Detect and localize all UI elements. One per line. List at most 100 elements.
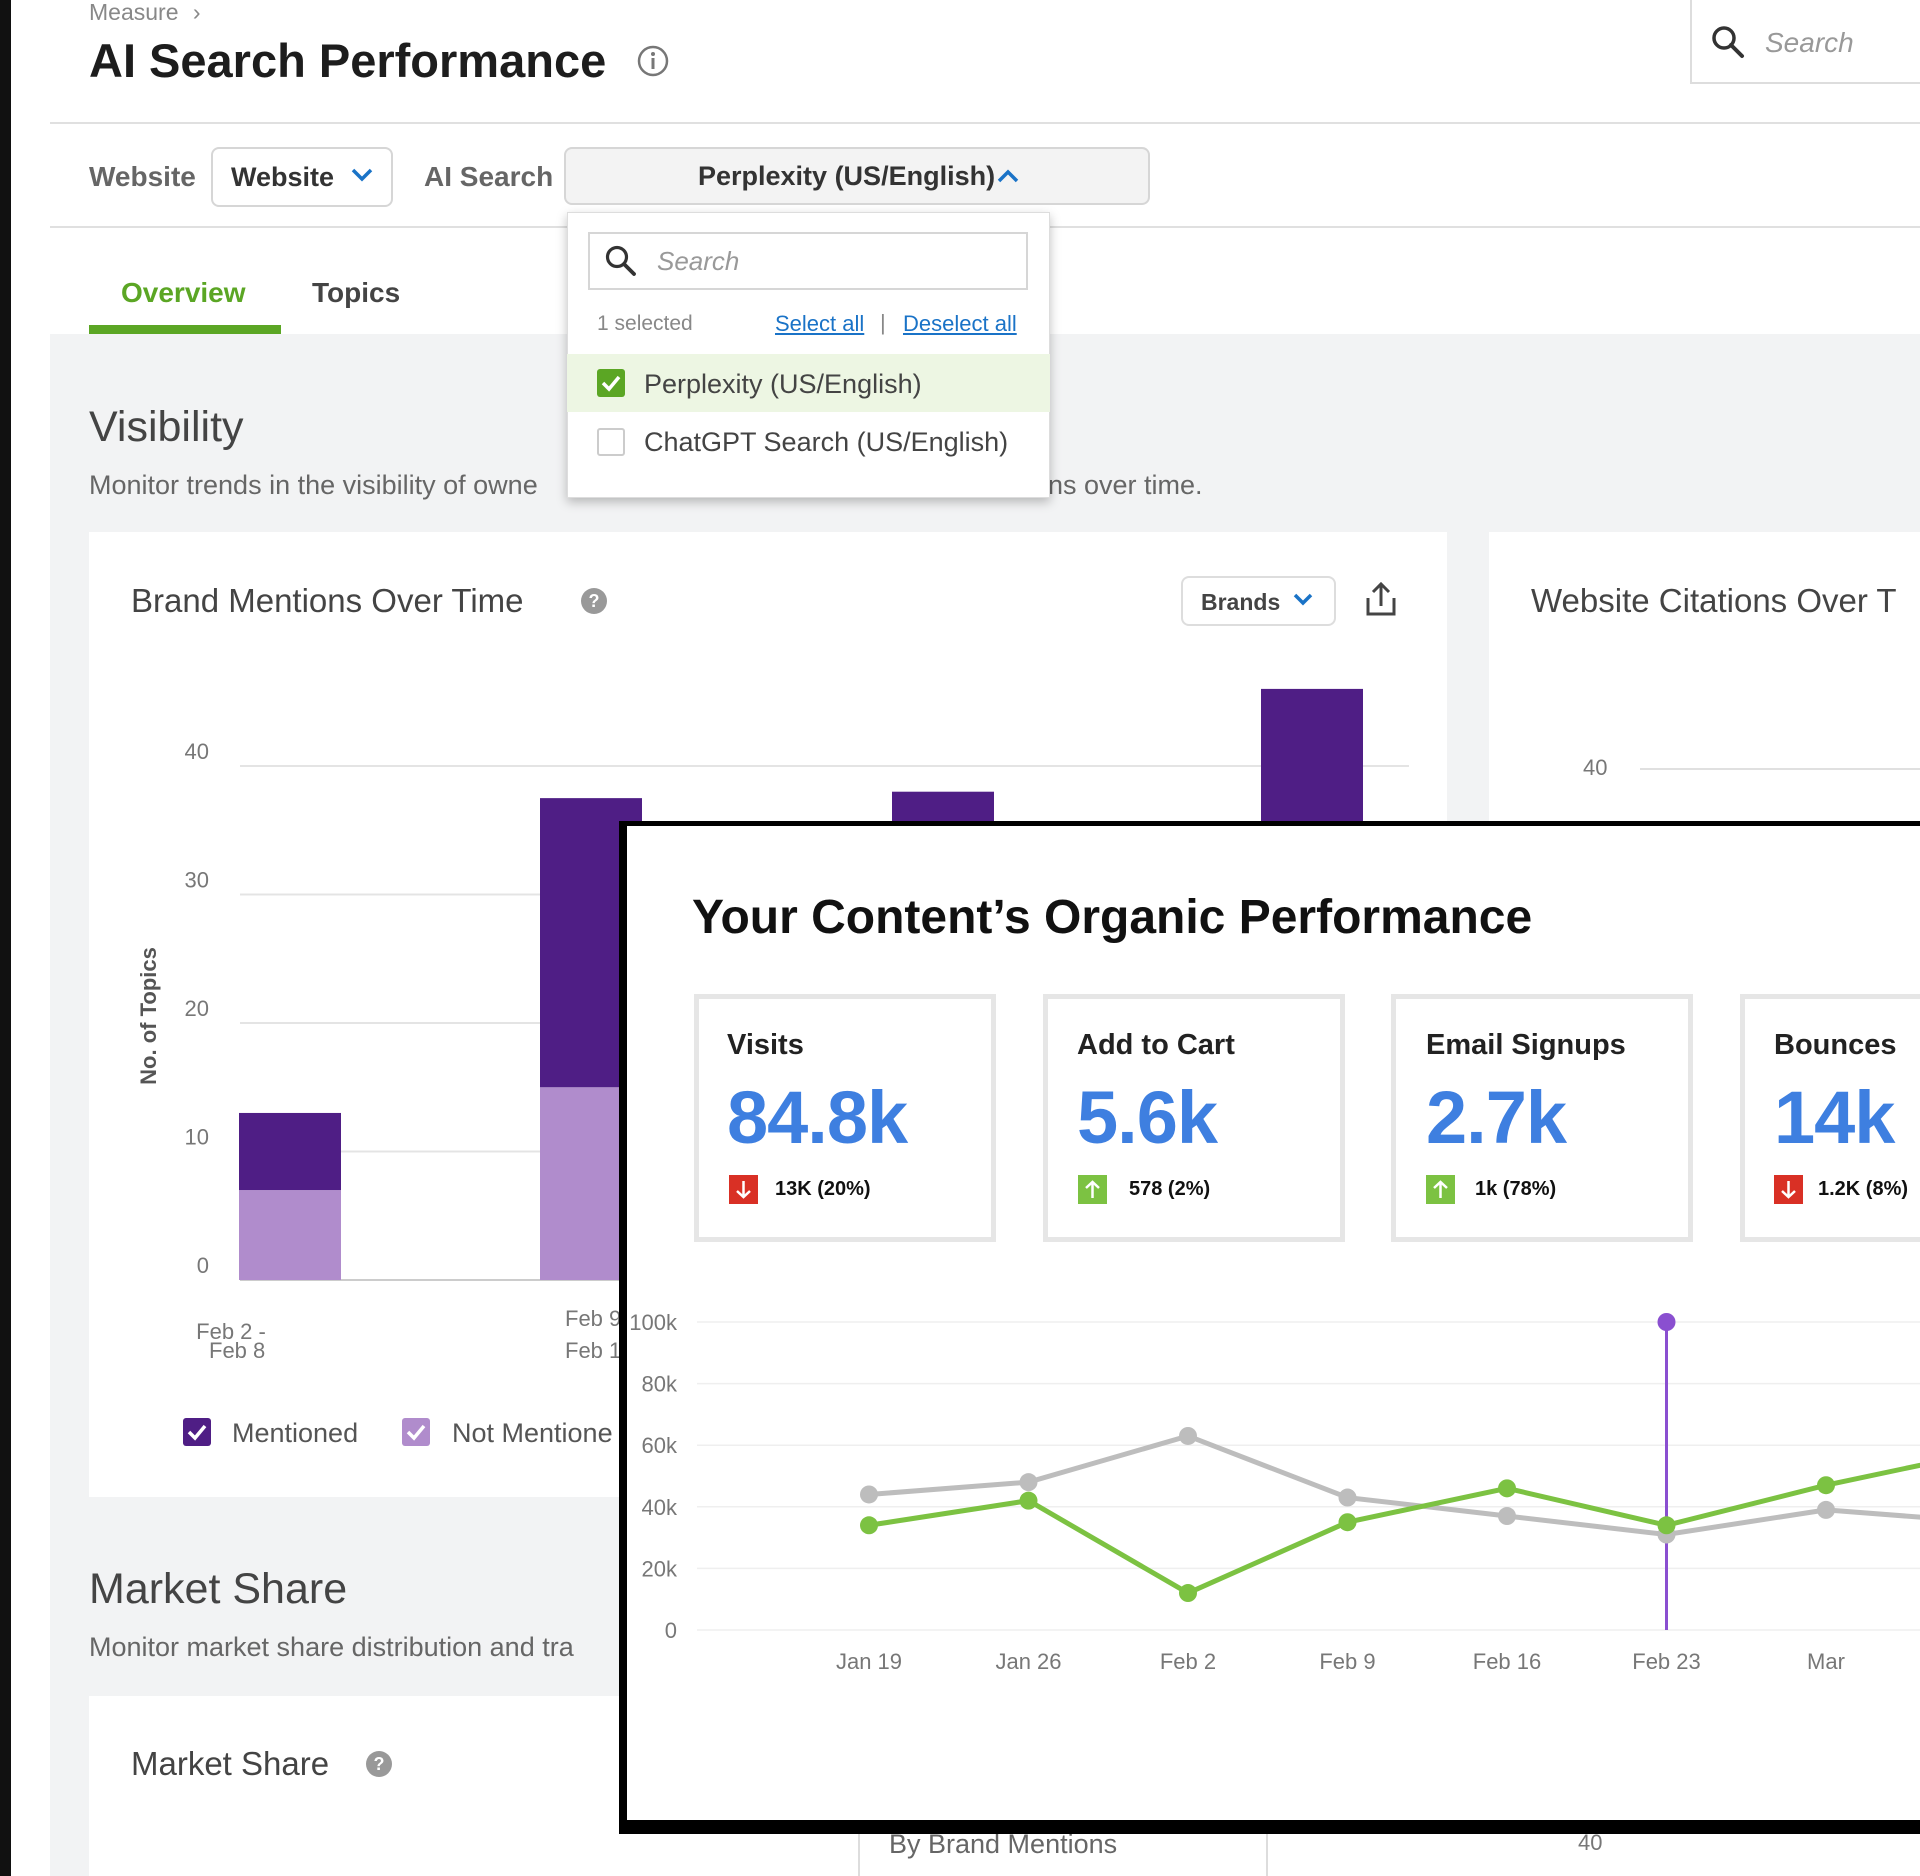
x-tick-label: Feb 2 — [1160, 1649, 1216, 1674]
metric-card-visits — [694, 994, 996, 1242]
legend-checkbox-not-mentioned[interactable] — [402, 1418, 430, 1446]
dropdown-option-perplexity[interactable] — [567, 354, 1050, 412]
y-tick-label: 20 — [185, 996, 209, 1021]
trend-down-icon — [1774, 1175, 1803, 1204]
checkbox-unchecked[interactable] — [597, 428, 625, 456]
x-tick-label: Feb 2 - — [196, 1319, 266, 1344]
ai-search-select[interactable] — [564, 147, 1150, 205]
help-icon[interactable]: ? — [581, 588, 607, 614]
global-search-input[interactable] — [1690, 0, 1920, 84]
market-share-selector-label: By Brand Mentions — [889, 1829, 1118, 1859]
window-left-edge — [0, 0, 11, 1876]
ai-search-select-value: Perplexity (US/English) — [698, 161, 996, 191]
visibility-description: Monitor trends in the visibility of owne — [89, 470, 538, 500]
organic-performance-panel — [619, 821, 1920, 1834]
chevron-down-icon — [1293, 593, 1313, 606]
y-tick-label: 0 — [197, 1253, 209, 1278]
bar-not-mentioned — [239, 1190, 341, 1280]
brands-select-label: Brands — [1201, 589, 1281, 615]
y-axis-label: No. of Topics — [136, 947, 161, 1085]
legend-label-not-mentioned: Not Mentione — [452, 1418, 613, 1448]
deselect-all-link[interactable]: Deselect all — [903, 311, 1017, 336]
data-point — [1498, 1479, 1516, 1498]
check-icon — [406, 1424, 426, 1441]
website-select-value: Website — [231, 162, 335, 192]
metric-label: Email Signups — [1426, 1029, 1626, 1061]
chevron-up-icon — [997, 169, 1019, 183]
legend-label-mentioned: Mentioned — [232, 1418, 359, 1448]
y-tick-label: 20k — [642, 1556, 678, 1581]
data-point — [1019, 1491, 1038, 1510]
brands-select[interactable] — [1181, 576, 1336, 626]
brand-mentions-title: Brand Mentions Over Time — [131, 582, 524, 619]
tab-topics[interactable]: Topics — [312, 277, 401, 308]
y-tick-label: 40 — [1578, 1830, 1603, 1855]
data-point — [1817, 1500, 1835, 1519]
x-tick-label: Feb 9 — [565, 1306, 622, 1331]
dropdown-search-placeholder: Search — [657, 246, 740, 276]
website-filter-label: Website — [89, 161, 196, 192]
data-point — [860, 1516, 878, 1535]
y-tick-label: 40 — [1583, 755, 1608, 780]
metric-card-bounces — [1740, 994, 1920, 1242]
y-tick-label: 60k — [642, 1433, 678, 1458]
data-point — [860, 1485, 878, 1504]
help-icon[interactable]: ? — [366, 1751, 392, 1777]
metric-value: 5.6k — [1077, 1076, 1218, 1159]
select-all-link[interactable]: Select all — [775, 311, 865, 336]
data-point — [1338, 1488, 1357, 1507]
info-icon[interactable] — [636, 44, 670, 78]
metric-label: Bounces — [1774, 1029, 1897, 1061]
data-point — [1179, 1584, 1197, 1603]
breadcrumb[interactable]: Measure › — [89, 0, 201, 24]
bar-mentioned — [239, 1112, 341, 1191]
market-share-title: Market Share — [89, 1565, 348, 1613]
gridline — [1640, 768, 1920, 770]
dropdown-option-label: Perplexity (US/English) — [644, 369, 922, 399]
legend-checkbox-mentioned[interactable] — [183, 1418, 211, 1446]
data-point — [1498, 1507, 1516, 1526]
organic-performance-line-chart: 0 20k 40k 60k 80k 100k Jan 19 Jan 26 Feb 2 Feb 9… — [629, 1310, 1920, 1674]
chevron-right-icon: › — [192, 0, 201, 25]
website-citations-title: Website Citations Over T — [1531, 582, 1897, 619]
breadcrumb-measure[interactable]: Measure — [89, 0, 179, 25]
global-search-placeholder: Search — [1765, 27, 1854, 58]
y-tick-label: 40 — [185, 739, 209, 764]
metric-change: 1k (78%) — [1475, 1178, 1557, 1200]
dropdown-search-input[interactable] — [588, 232, 1028, 290]
link-separator: | — [880, 310, 886, 335]
metric-label: Visits — [727, 1029, 804, 1061]
x-tick-label: Jan 19 — [836, 1649, 902, 1674]
data-point — [1019, 1473, 1038, 1492]
visibility-description-end: ns over time. — [1048, 470, 1203, 500]
metric-card-add-to-cart — [1043, 994, 1345, 1242]
ai-search-filter-label: AI Search — [424, 161, 554, 192]
y-tick-label: 10 — [185, 1125, 209, 1150]
market-share-description: Monitor market share distribution and tr… — [89, 1632, 574, 1662]
metric-change: 1.2K (8%) — [1818, 1178, 1909, 1200]
header-divider — [50, 122, 1920, 124]
y-tick-label: 30 — [185, 868, 209, 893]
market-share-selector[interactable] — [858, 1830, 1268, 1876]
tab-overview[interactable]: Overview — [121, 277, 246, 308]
market-share-card-right — [1482, 1830, 1920, 1876]
x-tick-label: Feb 9 — [1319, 1649, 1375, 1674]
export-icon[interactable] — [1364, 580, 1398, 620]
x-tick-label: Feb 16 — [1473, 1649, 1542, 1674]
trend-up-icon — [1426, 1175, 1455, 1204]
series-line — [868, 1462, 1920, 1596]
check-icon — [601, 375, 621, 392]
metric-value: 14k — [1774, 1076, 1895, 1159]
x-tick-label: Feb 23 — [1632, 1649, 1701, 1674]
checkbox-checked[interactable] — [597, 369, 625, 397]
data-point — [1179, 1426, 1197, 1445]
metric-value: 84.8k — [727, 1076, 908, 1159]
x-tick-label: Jan 26 — [995, 1649, 1061, 1674]
metric-change: 13K (20%) — [775, 1178, 871, 1200]
highlight-point — [1657, 1313, 1676, 1331]
metric-value: 2.7k — [1426, 1076, 1567, 1159]
dropdown-option-label: ChatGPT Search (US/English) — [644, 427, 1009, 457]
x-tick-label: Mar — [1807, 1649, 1845, 1674]
x-tick-label: Feb 1 — [565, 1338, 622, 1363]
trend-down-icon — [729, 1175, 758, 1204]
